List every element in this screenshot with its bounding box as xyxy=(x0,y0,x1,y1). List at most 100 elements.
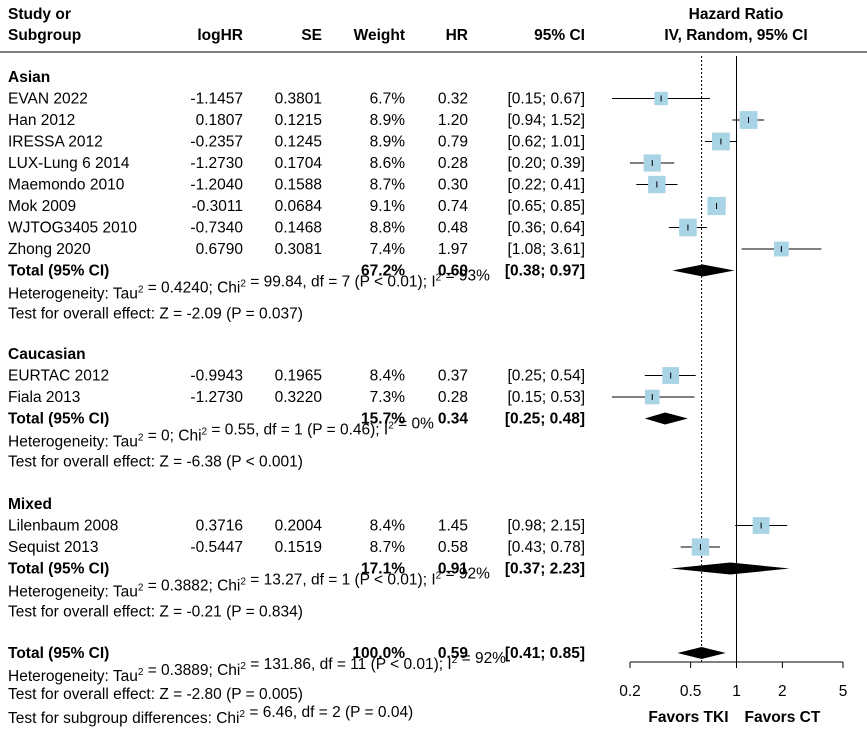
study-hr-4: 0.30 xyxy=(438,177,469,194)
study-loghr-2: -0.2357 xyxy=(190,134,243,151)
study-loghr-0: -1.1457 xyxy=(190,91,243,108)
subgroup-total-0-ci: [0.38; 0.97] xyxy=(505,263,585,280)
study-loghr-8: -0.9943 xyxy=(190,368,243,385)
study-se-9: 0.3220 xyxy=(275,389,323,406)
subgroup-total-1-diamond xyxy=(644,412,688,425)
subgroup-total-2-ci: [0.37; 2.23] xyxy=(505,561,585,578)
study-ci-2: [0.62; 1.01] xyxy=(507,134,585,151)
study-name-8: EURTAC 2012 xyxy=(8,368,109,385)
subgroup-total-1-hr: 0.34 xyxy=(438,411,469,428)
study-name-5: Mok 2009 xyxy=(8,198,76,215)
study-loghr-6: -0.7340 xyxy=(190,220,243,237)
study-weight-2: 8.9% xyxy=(370,134,406,151)
header-study: Study or xyxy=(8,6,71,23)
study-se-2: 0.1245 xyxy=(275,134,322,151)
header-se: SE xyxy=(301,27,322,44)
subgroup-total-1-label: Total (95% CI) xyxy=(8,411,109,428)
overall-total-label: Total (95% CI) xyxy=(8,645,109,662)
study-loghr-7: 0.6790 xyxy=(196,241,244,258)
study-se-7: 0.3081 xyxy=(275,241,322,258)
header-weight: Weight xyxy=(354,27,405,44)
subgroup-caucasian: Caucasian xyxy=(8,346,86,363)
subgroup-mixed: Mixed xyxy=(8,496,52,513)
study-se-11: 0.1519 xyxy=(275,539,322,556)
study-se-4: 0.1588 xyxy=(275,177,322,194)
favors-ct-label: Favors CT xyxy=(745,709,821,726)
study-se-1: 0.1215 xyxy=(275,112,322,129)
study-ci-5: [0.65; 0.85] xyxy=(507,198,585,215)
study-name-9: Fiala 2013 xyxy=(8,389,80,406)
header-subgroup: Subgroup xyxy=(8,27,81,44)
study-loghr-1: 0.1807 xyxy=(196,112,243,129)
x-tick-label-1: 0.5 xyxy=(680,683,702,700)
study-se-3: 0.1704 xyxy=(275,155,323,172)
study-se-0: 0.3801 xyxy=(275,91,322,108)
study-se-10: 0.2004 xyxy=(275,518,323,535)
study-ci-10: [0.98; 2.15] xyxy=(507,518,585,535)
subgroup-asian: Asian xyxy=(8,69,50,86)
study-weight-5: 9.1% xyxy=(370,198,406,215)
study-hr-1: 1.20 xyxy=(438,112,469,129)
x-tick-label-2: 1 xyxy=(732,683,741,700)
header-ci: 95% CI xyxy=(534,27,585,44)
study-ci-6: [0.36; 0.64] xyxy=(507,220,585,237)
overall-effect-test: Test for overall effect: Z = -2.80 (P = … xyxy=(8,686,303,703)
study-hr-6: 0.48 xyxy=(438,220,468,237)
study-weight-11: 8.7% xyxy=(370,539,406,556)
study-name-1: Han 2012 xyxy=(8,112,75,129)
study-hr-8: 0.37 xyxy=(438,368,468,385)
study-name-4: Maemondo 2010 xyxy=(8,177,125,194)
study-ci-7: [1.08; 3.61] xyxy=(507,241,585,258)
study-ci-3: [0.20; 0.39] xyxy=(507,155,585,172)
overall-total-ci: [0.41; 0.85] xyxy=(505,645,585,662)
study-loghr-4: -1.2040 xyxy=(190,177,243,194)
study-loghr-5: -0.3011 xyxy=(192,198,243,215)
overall-total-diamond xyxy=(677,647,726,659)
study-ci-4: [0.22; 0.41] xyxy=(507,177,585,194)
study-hr-5: 0.74 xyxy=(438,198,469,215)
study-weight-4: 8.7% xyxy=(370,177,406,194)
study-loghr-11: -0.5447 xyxy=(190,539,243,556)
subgroup-total-1-ci: [0.25; 0.48] xyxy=(505,411,585,428)
x-tick-label-0: 0.2 xyxy=(619,683,641,700)
overall-heterogeneity: Heterogeneity: Tau2 = 0.3889; Chi2 = 131… xyxy=(8,650,506,685)
study-ci-9: [0.15; 0.53] xyxy=(507,389,585,406)
overall-test-2: Test for overall effect: Z = -0.21 (P = … xyxy=(8,604,303,621)
subgroup-total-0-weight: 67.2% xyxy=(361,263,405,280)
subgroup-differences-test: Test for subgroup differences: Chi2 = 6.… xyxy=(8,704,413,727)
header-method: IV, Random, 95% CI xyxy=(664,27,807,44)
study-hr-2: 0.79 xyxy=(438,134,468,151)
study-hr-10: 1.45 xyxy=(438,518,468,535)
study-weight-8: 8.4% xyxy=(370,368,406,385)
subgroup-total-2-diamond xyxy=(670,562,790,575)
study-weight-6: 8.8% xyxy=(370,220,406,237)
header-hr: HR xyxy=(446,27,468,44)
study-se-6: 0.1468 xyxy=(275,220,322,237)
study-weight-1: 8.9% xyxy=(370,112,406,129)
study-hr-7: 1.97 xyxy=(438,241,468,258)
study-ci-0: [0.15; 0.67] xyxy=(507,91,585,108)
study-se-5: 0.0684 xyxy=(275,198,323,215)
header-loghr: logHR xyxy=(197,27,243,44)
study-hr-9: 0.28 xyxy=(438,389,468,406)
study-name-0: EVAN 2022 xyxy=(8,91,88,108)
study-name-10: Lilenbaum 2008 xyxy=(8,518,118,535)
study-se-8: 0.1965 xyxy=(275,368,322,385)
study-weight-9: 7.3% xyxy=(370,389,406,406)
study-weight-3: 8.6% xyxy=(370,155,406,172)
subgroup-total-1-weight: 15.7% xyxy=(361,411,405,428)
study-hr-11: 0.58 xyxy=(438,539,468,556)
study-loghr-9: -1.2730 xyxy=(190,389,243,406)
study-loghr-3: -1.2730 xyxy=(190,155,243,172)
study-hr-0: 0.32 xyxy=(438,91,468,108)
heterogeneity-2: Heterogeneity: Tau2 = 0.3882; Chi2 = 13.… xyxy=(8,566,490,601)
study-loghr-10: 0.3716 xyxy=(196,518,243,535)
header-hazard-ratio: Hazard Ratio xyxy=(689,6,784,23)
subgroup-total-0-hr: 0.60 xyxy=(438,263,468,280)
study-weight-0: 6.7% xyxy=(370,91,406,108)
overall-test-0: Test for overall effect: Z = -2.09 (P = … xyxy=(8,306,303,323)
study-name-11: Sequist 2013 xyxy=(8,539,99,556)
overall-test-1: Test for overall effect: Z = -6.38 (P < … xyxy=(8,454,303,471)
overall-total-hr: 0.59 xyxy=(438,645,469,662)
